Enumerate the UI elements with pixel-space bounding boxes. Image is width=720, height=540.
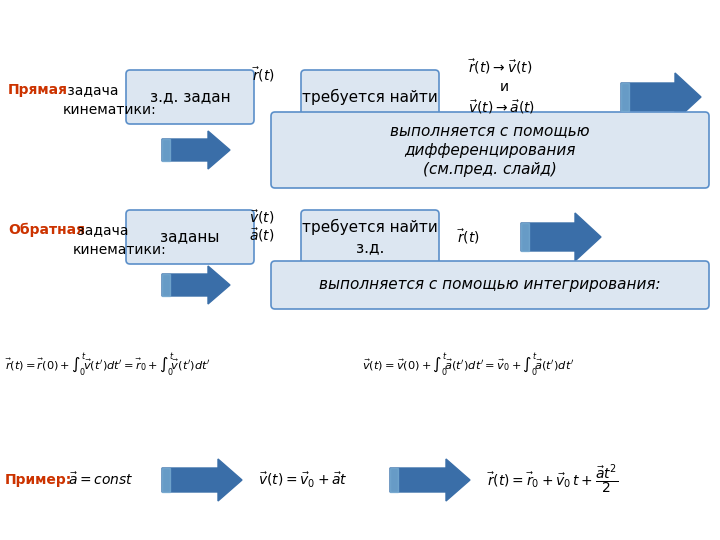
Polygon shape <box>162 274 170 296</box>
Text: $\vec{a}(t)$: $\vec{a}(t)$ <box>249 226 275 244</box>
FancyBboxPatch shape <box>126 210 254 264</box>
Text: Пример:: Пример: <box>5 473 72 487</box>
FancyBboxPatch shape <box>126 70 254 124</box>
Text: выполняется с помощью
дифференцирования
(см.пред. слайд): выполняется с помощью дифференцирования … <box>390 123 590 177</box>
Polygon shape <box>521 213 601 261</box>
Text: $\vec{r}(t)$: $\vec{r}(t)$ <box>456 228 480 246</box>
Text: $\vec{r}(t)$: $\vec{r}(t)$ <box>251 66 274 84</box>
Text: $\vec{v}(t)=\vec{v}(0)+\int_0^t\!\vec{a}(t^\prime)dt^\prime=\vec{v}_0+\int_0^t\!: $\vec{v}(t)=\vec{v}(0)+\int_0^t\!\vec{a}… <box>362 352 575 379</box>
Text: $\vec{v}(t) = \vec{v}_0 + \vec{a}t$: $\vec{v}(t) = \vec{v}_0 + \vec{a}t$ <box>258 470 348 490</box>
Text: $\vec{v}(t) \to \vec{a}(t)$: $\vec{v}(t) \to \vec{a}(t)$ <box>468 98 535 116</box>
Text: требуется найти
з.д.: требуется найти з.д. <box>302 219 438 255</box>
Text: Обратная: Обратная <box>8 223 85 237</box>
Polygon shape <box>390 459 470 501</box>
Text: з.д. задан: з.д. задан <box>150 90 230 105</box>
Polygon shape <box>521 223 529 251</box>
Text: задача
кинематики:: задача кинематики: <box>63 83 157 117</box>
FancyBboxPatch shape <box>301 210 439 264</box>
Text: $\vec{r}(t)=\vec{r}(0)+\int_0^t\!\vec{v}(t^\prime)dt^\prime=\vec{r}_0+\int_0^t\!: $\vec{r}(t)=\vec{r}(0)+\int_0^t\!\vec{v}… <box>5 352 211 379</box>
Text: $\vec{r}(t) = \vec{r}_0 + \vec{v}_0\,t + \dfrac{\vec{a}t^2}{2}$: $\vec{r}(t) = \vec{r}_0 + \vec{v}_0\,t +… <box>487 463 618 496</box>
Polygon shape <box>162 139 170 161</box>
Text: $\vec{a} = const$: $\vec{a} = const$ <box>68 471 133 488</box>
Text: Прямая: Прямая <box>8 83 68 97</box>
FancyBboxPatch shape <box>271 112 709 188</box>
Polygon shape <box>621 83 629 111</box>
Text: задача
кинематики:: задача кинематики: <box>73 223 167 256</box>
Text: требуется найти: требуется найти <box>302 89 438 105</box>
Polygon shape <box>162 459 242 501</box>
Polygon shape <box>390 468 398 492</box>
Text: $\vec{r}(t) \to \vec{v}(t)$: $\vec{r}(t) \to \vec{v}(t)$ <box>468 58 532 76</box>
Text: $\vec{v}(t)$: $\vec{v}(t)$ <box>249 208 274 226</box>
Polygon shape <box>162 468 170 492</box>
Polygon shape <box>162 266 230 304</box>
Text: и: и <box>500 80 509 94</box>
FancyBboxPatch shape <box>271 261 709 309</box>
FancyBboxPatch shape <box>301 70 439 124</box>
Text: заданы: заданы <box>161 230 220 245</box>
Polygon shape <box>162 131 230 169</box>
Text: выполняется с помощью интегрирования:: выполняется с помощью интегрирования: <box>319 278 661 293</box>
Polygon shape <box>621 73 701 121</box>
